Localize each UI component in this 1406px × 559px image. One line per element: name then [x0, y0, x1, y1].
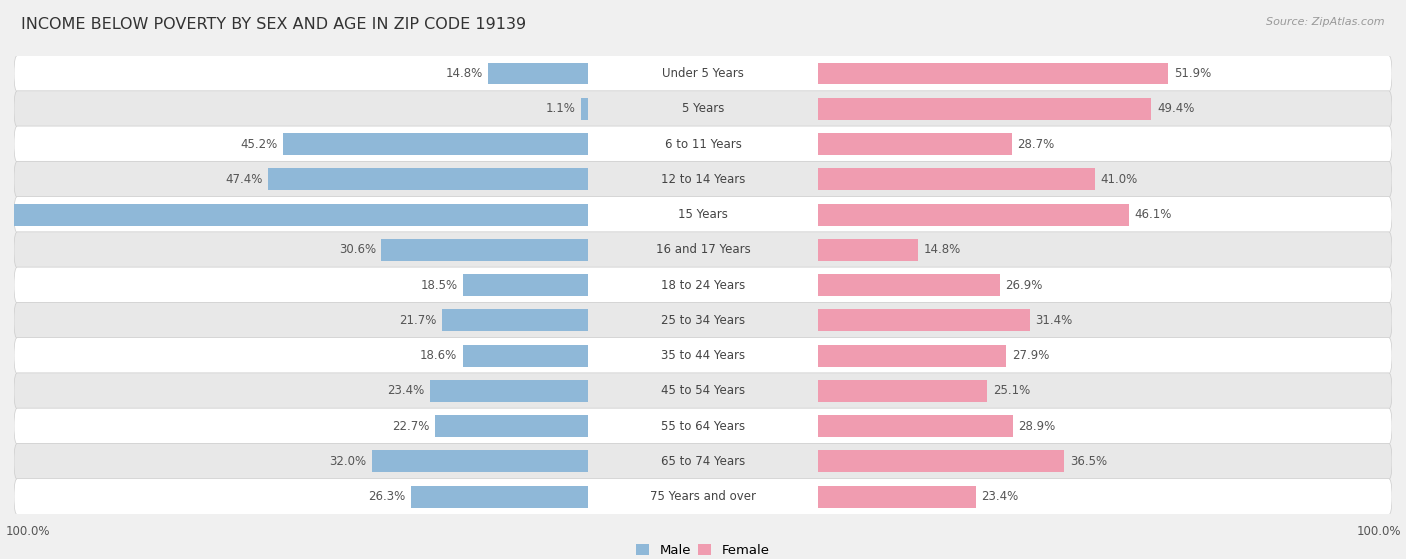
- Text: 18.6%: 18.6%: [420, 349, 457, 362]
- Bar: [818, 98, 1152, 120]
- Bar: [411, 486, 588, 508]
- Text: 22.7%: 22.7%: [392, 420, 429, 433]
- Text: 25.1%: 25.1%: [993, 385, 1031, 397]
- Text: 32.0%: 32.0%: [329, 455, 367, 468]
- Bar: [818, 274, 1000, 296]
- Text: 36.5%: 36.5%: [1070, 455, 1107, 468]
- Bar: [818, 380, 987, 402]
- Text: 18 to 24 Years: 18 to 24 Years: [661, 278, 745, 292]
- FancyBboxPatch shape: [14, 479, 1392, 515]
- Text: 15 Years: 15 Years: [678, 208, 728, 221]
- Text: 55 to 64 Years: 55 to 64 Years: [661, 420, 745, 433]
- Text: 14.8%: 14.8%: [446, 67, 482, 80]
- Bar: [441, 310, 588, 331]
- FancyBboxPatch shape: [14, 126, 1392, 162]
- Bar: [818, 239, 918, 260]
- FancyBboxPatch shape: [14, 373, 1392, 409]
- Text: 5 Years: 5 Years: [682, 102, 724, 115]
- FancyBboxPatch shape: [14, 197, 1392, 233]
- Text: 31.4%: 31.4%: [1035, 314, 1073, 327]
- Bar: [581, 98, 588, 120]
- Text: 25 to 34 Years: 25 to 34 Years: [661, 314, 745, 327]
- Bar: [269, 168, 588, 190]
- Text: 1.1%: 1.1%: [546, 102, 575, 115]
- Text: 23.4%: 23.4%: [388, 385, 425, 397]
- FancyBboxPatch shape: [14, 443, 1392, 480]
- Text: 14.8%: 14.8%: [924, 243, 960, 257]
- Bar: [818, 310, 1031, 331]
- Bar: [463, 274, 588, 296]
- Text: 30.6%: 30.6%: [339, 243, 375, 257]
- Text: 49.4%: 49.4%: [1157, 102, 1194, 115]
- Text: 26.3%: 26.3%: [368, 490, 405, 503]
- Text: 46.1%: 46.1%: [1135, 208, 1173, 221]
- Bar: [818, 486, 976, 508]
- Text: 65 to 74 Years: 65 to 74 Years: [661, 455, 745, 468]
- Bar: [381, 239, 588, 260]
- Bar: [373, 451, 588, 472]
- Text: 41.0%: 41.0%: [1099, 173, 1137, 186]
- Bar: [818, 168, 1095, 190]
- Text: 6 to 11 Years: 6 to 11 Years: [665, 138, 741, 150]
- Bar: [434, 415, 588, 437]
- Text: 26.9%: 26.9%: [1005, 278, 1042, 292]
- Text: 21.7%: 21.7%: [399, 314, 436, 327]
- FancyBboxPatch shape: [14, 91, 1392, 127]
- Text: 35 to 44 Years: 35 to 44 Years: [661, 349, 745, 362]
- FancyBboxPatch shape: [14, 267, 1392, 303]
- FancyBboxPatch shape: [14, 162, 1392, 197]
- Text: Source: ZipAtlas.com: Source: ZipAtlas.com: [1267, 17, 1385, 27]
- FancyBboxPatch shape: [14, 338, 1392, 373]
- Text: 51.9%: 51.9%: [1174, 67, 1211, 80]
- Text: 45.2%: 45.2%: [240, 138, 277, 150]
- Text: 28.7%: 28.7%: [1017, 138, 1054, 150]
- Text: 23.4%: 23.4%: [981, 490, 1018, 503]
- FancyBboxPatch shape: [14, 55, 1392, 92]
- Text: 45 to 54 Years: 45 to 54 Years: [661, 385, 745, 397]
- Bar: [818, 415, 1012, 437]
- Text: 27.9%: 27.9%: [1012, 349, 1049, 362]
- Text: INCOME BELOW POVERTY BY SEX AND AGE IN ZIP CODE 19139: INCOME BELOW POVERTY BY SEX AND AGE IN Z…: [21, 17, 526, 32]
- Bar: [818, 203, 1129, 225]
- FancyBboxPatch shape: [14, 232, 1392, 268]
- Text: Under 5 Years: Under 5 Years: [662, 67, 744, 80]
- Text: 47.4%: 47.4%: [225, 173, 263, 186]
- Bar: [818, 451, 1064, 472]
- Bar: [818, 345, 1007, 367]
- Bar: [818, 63, 1168, 84]
- Legend: Male, Female: Male, Female: [631, 539, 775, 559]
- Bar: [818, 133, 1012, 155]
- Bar: [463, 345, 588, 367]
- FancyBboxPatch shape: [14, 302, 1392, 338]
- Bar: [488, 63, 588, 84]
- Text: 12 to 14 Years: 12 to 14 Years: [661, 173, 745, 186]
- Text: 16 and 17 Years: 16 and 17 Years: [655, 243, 751, 257]
- Bar: [3, 203, 588, 225]
- Bar: [430, 380, 588, 402]
- Bar: [283, 133, 588, 155]
- Text: 18.5%: 18.5%: [420, 278, 458, 292]
- FancyBboxPatch shape: [14, 408, 1392, 444]
- Text: 28.9%: 28.9%: [1018, 420, 1056, 433]
- Text: 75 Years and over: 75 Years and over: [650, 490, 756, 503]
